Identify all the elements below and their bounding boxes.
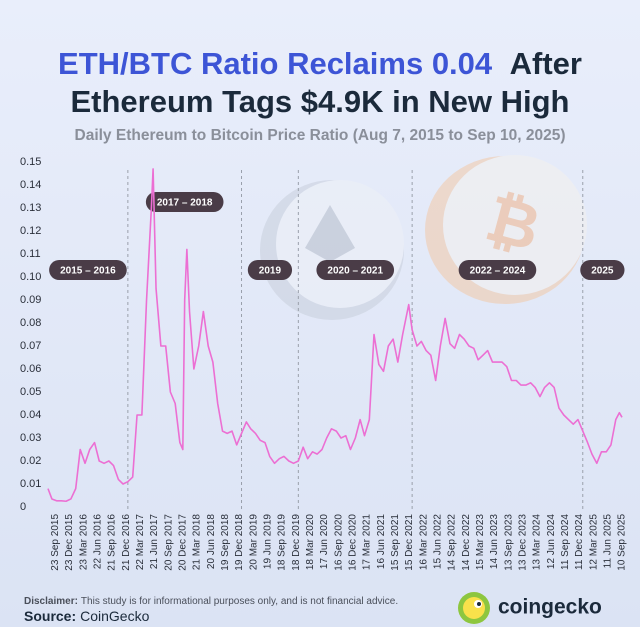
x-tick-label: 21 Mar 2018 [192,514,203,571]
badge-pill [580,260,625,280]
period-badge: 2022 – 2024 [458,260,537,280]
y-tick-label: 0.14 [20,179,41,191]
x-tick-label: 23 Sep 2015 [50,514,61,571]
x-tick-label: 16 Sep 2020 [333,514,344,571]
x-tick-label: 16 Jun 2021 [376,514,387,569]
x-tick-label: 15 Sep 2021 [390,514,401,571]
y-tick-label: 0.04 [20,409,41,421]
x-tick-label: 20 Sep 2017 [163,514,174,571]
x-tick-label: 19 Jun 2019 [262,514,273,569]
x-tick-label: 20 Mar 2019 [248,514,259,571]
y-tick-label: 0.15 [20,156,41,168]
period-label: 2015 – 2016 [60,266,116,277]
eth-coin-decoration [260,180,404,320]
x-tick-label: 18 Dec 2019 [291,514,302,571]
x-tick-label: 22 Jun 2016 [92,514,103,569]
x-tick-label: 18 Mar 2020 [305,514,316,571]
x-tick-label: 16 Mar 2022 [418,514,429,571]
x-tick-label: 22 Mar 2017 [135,514,146,571]
disclaimer-label: Disclaimer: [24,596,78,607]
period-label: 2017 – 2018 [157,198,213,209]
x-tick-label: 21 Dec 2016 [121,514,132,571]
x-tick-label: 11 Dec 2024 [574,514,585,570]
x-tick-label: 15 Jun 2022 [432,514,443,569]
x-tick-label: 11 Sep 2024 [560,514,571,570]
source: Source: CoinGecko [24,608,150,624]
x-tick-label: 23 Dec 2015 [64,514,75,571]
x-tick-label: 20 Jun 2018 [206,514,217,569]
y-tick-label: 0.10 [20,271,41,283]
title-part: After [510,46,582,81]
x-tick-label: 18 Sep 2019 [277,514,288,571]
y-tick-label: 0.08 [20,317,41,329]
x-tick-label: 21 Jun 2017 [149,514,160,569]
y-tick-label: 0.12 [20,225,41,237]
disclaimer: Disclaimer: This study is for information… [24,596,398,607]
period-badge: 2019 [247,260,293,280]
source-text: CoinGecko [80,608,149,624]
badge-pill [316,260,395,280]
x-tick-label: 10 Sep 2025 [617,514,628,571]
x-tick-label: 15 Mar 2023 [475,514,486,571]
period-label: 2020 – 2021 [327,266,383,277]
period-label: 2025 [591,266,614,277]
x-tick-label: 19 Sep 2018 [220,514,231,571]
period-label: 2022 – 2024 [470,266,526,277]
x-tick-label: 14 Dec 2022 [461,514,472,571]
y-tick-label: 0.06 [20,363,41,375]
y-tick-label: 0.09 [20,294,41,306]
x-tick-label: 11 Jun 2025 [602,514,613,569]
x-tick-label: 17 Mar 2021 [362,514,373,571]
chart-title-line2: Ethereum Tags $4.9K in New High [71,84,570,119]
period-badge: 2025 [580,260,625,280]
plot-area: 2015 – 2016 2017 – 2018 2019 2020 – 2021 202… [20,156,628,571]
brand-name: coingecko [498,596,602,619]
x-tick-label: 21 Sep 2016 [107,514,118,571]
y-tick-label: 0.07 [20,340,41,352]
x-tick-label: 14 Jun 2023 [489,514,500,569]
x-tick-label: 12 Mar 2025 [588,514,599,571]
data-line [47,168,623,503]
badge-pill [247,260,293,280]
x-tick-label: 17 Jun 2020 [319,514,330,569]
disclaimer-text: This study is for informational purposes… [81,596,398,607]
y-tick-label: 0 [20,501,26,513]
y-tick-label: 0.05 [20,386,41,398]
x-tick-label: 16 Dec 2020 [347,514,358,571]
y-tick-label: 0.11 [20,248,41,260]
brand-logo [458,592,490,624]
x-tick-label: 15 Dec 2021 [404,514,415,571]
chart-title: ETH/BTC Ratio Reclaims 0.04 After [58,46,582,81]
x-tick-label: 13 Sep 2023 [503,514,514,571]
x-tick-label: 19 Dec 2018 [234,514,245,571]
x-tick-label: 23 Mar 2016 [78,514,89,571]
source-label: Source: [24,608,76,624]
y-tick-label: 0.02 [20,455,41,467]
period-badge: 2017 – 2018 [145,192,224,212]
y-tick-label: 0.03 [20,432,41,444]
period-label: 2019 [259,266,282,277]
chart-subtitle: Daily Ethereum to Bitcoin Price Ratio (A… [75,127,566,144]
x-tick-label: 12 Jun 2024 [546,514,557,569]
x-tick-label: 13 Dec 2023 [517,514,528,571]
y-tick-label: 0.01 [20,478,41,490]
badge-pill [145,192,224,212]
badge-pill [49,260,127,280]
badge-pill [458,260,537,280]
title-highlight: ETH/BTC Ratio Reclaims 0.04 [58,46,493,81]
x-tick-label: 14 Sep 2022 [447,514,458,571]
x-tick-label: 20 Dec 2017 [177,514,188,571]
period-badge: 2015 – 2016 [49,260,127,280]
y-tick-label: 0.13 [20,202,41,214]
period-badge: 2020 – 2021 [316,260,395,280]
x-tick-label: 13 Mar 2024 [532,514,543,571]
